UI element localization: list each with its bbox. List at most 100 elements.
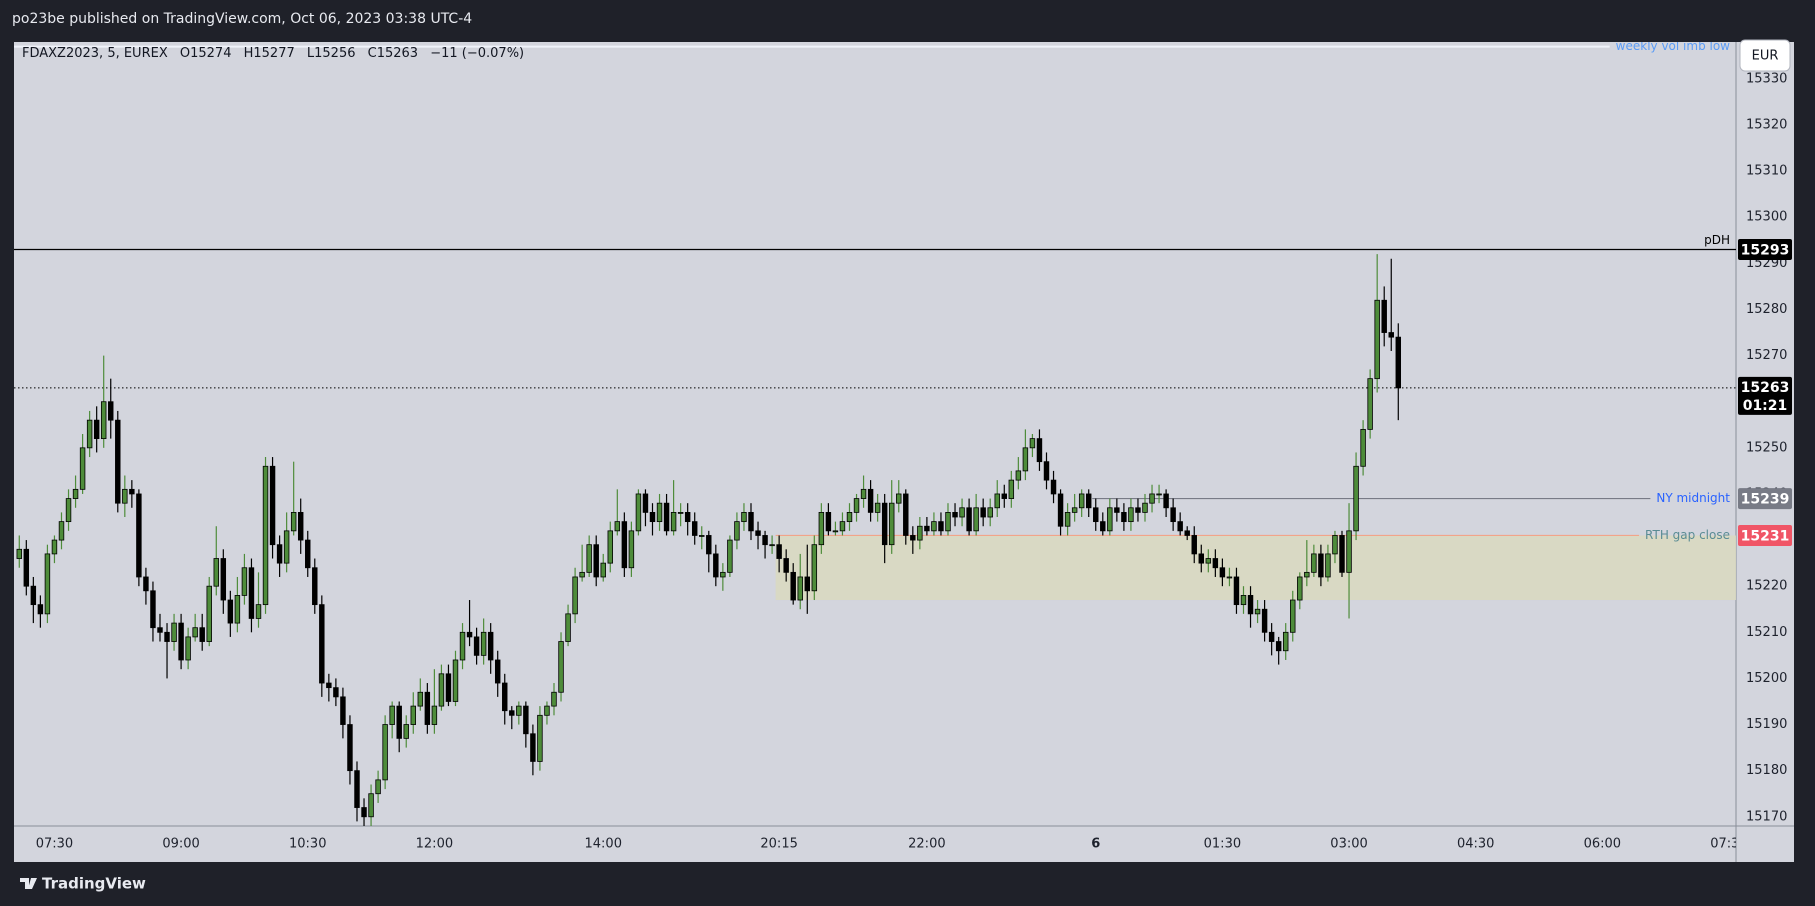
y-tick-label: 15270 xyxy=(1746,348,1787,363)
candle-body xyxy=(1057,493,1064,527)
candle-body xyxy=(389,705,395,725)
candle-body xyxy=(628,530,635,569)
candle-body xyxy=(340,696,346,725)
candle-body xyxy=(143,576,149,592)
candle-body xyxy=(1156,493,1162,496)
candle-body xyxy=(122,488,128,504)
y-tick-label: 15190 xyxy=(1746,717,1787,732)
logo-icon xyxy=(20,878,37,889)
candle-body xyxy=(417,691,424,707)
candle-body xyxy=(44,553,51,615)
y-tick-label: 15320 xyxy=(1746,118,1787,133)
candle-body xyxy=(375,779,381,795)
level-price-box xyxy=(1738,524,1792,546)
candle-body xyxy=(790,571,796,601)
candle-body xyxy=(727,539,733,573)
candle-body xyxy=(100,401,107,440)
candle-body xyxy=(530,733,536,762)
candle-body xyxy=(614,521,621,532)
candle-body xyxy=(720,571,726,578)
candle-body xyxy=(1275,641,1282,652)
candle-body xyxy=(1022,447,1029,472)
candle-body xyxy=(1318,553,1324,578)
candle-body xyxy=(994,493,1000,509)
legend-high: H15277 xyxy=(244,46,295,61)
brand: TradingView xyxy=(42,875,146,893)
candle-body xyxy=(1247,595,1254,615)
candle-body xyxy=(1282,631,1289,652)
candle-body xyxy=(966,507,972,532)
candle-body xyxy=(783,558,789,573)
candle-body xyxy=(1071,507,1078,513)
currency-button[interactable] xyxy=(1739,39,1791,72)
candle-body xyxy=(896,493,902,504)
legend-close: C15263 xyxy=(368,46,418,61)
candle-body xyxy=(129,488,135,495)
candle-body xyxy=(480,631,487,656)
last-price-countdown: 01:21 xyxy=(1743,398,1788,414)
candle-body xyxy=(1142,502,1148,513)
candle-body xyxy=(445,673,452,702)
candle-body xyxy=(108,401,114,421)
candle-body xyxy=(797,576,803,601)
candle-body xyxy=(1029,438,1036,449)
candle-body xyxy=(924,525,930,532)
candle-body xyxy=(72,488,79,499)
candle-body xyxy=(699,535,705,537)
candle-body xyxy=(361,807,367,818)
candle-body xyxy=(1184,530,1190,536)
candle-body xyxy=(1381,299,1387,333)
candle-body xyxy=(1114,507,1120,513)
candle-body xyxy=(255,604,262,619)
candle-body xyxy=(86,419,93,449)
candle-body xyxy=(262,465,269,606)
candle-body xyxy=(65,498,72,523)
candle-body xyxy=(23,548,30,587)
x-tick-label: 01:30 xyxy=(1204,837,1241,852)
candle-body xyxy=(586,544,592,573)
candle-body xyxy=(713,553,719,578)
level-price-value: 15231 xyxy=(1741,528,1790,544)
candle-body xyxy=(1261,608,1268,633)
x-tick-label: 09:00 xyxy=(162,837,199,852)
candle-body xyxy=(1064,512,1071,527)
candle-body xyxy=(382,724,388,781)
candle-body xyxy=(487,631,494,661)
candle-body xyxy=(16,548,22,559)
candle-body xyxy=(502,682,508,712)
y-tick-label: 15210 xyxy=(1746,625,1787,640)
candle-body xyxy=(283,530,290,564)
currency-label: EUR xyxy=(1752,49,1779,64)
candle-body xyxy=(544,705,550,716)
candle-body xyxy=(30,585,37,606)
y-tick-label: 15330 xyxy=(1746,71,1787,86)
candle-body xyxy=(959,507,965,518)
x-tick-label: 12:00 xyxy=(416,837,453,852)
candle-body xyxy=(37,604,44,615)
candle-body xyxy=(1191,535,1197,555)
candle-body xyxy=(1036,438,1043,463)
candle-body xyxy=(185,636,191,661)
candle-body xyxy=(79,447,86,490)
candle-body xyxy=(1360,428,1366,467)
candle-body xyxy=(1107,507,1113,532)
candle-body xyxy=(1170,507,1176,523)
candle-body xyxy=(1043,461,1050,481)
level-label: pDH xyxy=(1704,233,1730,247)
candle-body xyxy=(917,525,923,541)
candle-body xyxy=(804,576,811,592)
candle-body xyxy=(839,521,846,532)
candle-body xyxy=(565,613,571,642)
level-price-box xyxy=(1738,239,1792,261)
candle-body xyxy=(663,502,670,532)
candle-body xyxy=(649,512,656,523)
candle-body xyxy=(1367,378,1373,430)
candle-body xyxy=(832,530,839,533)
candle-body xyxy=(220,558,227,601)
candle-body xyxy=(1078,493,1085,509)
y-tick-label: 15310 xyxy=(1746,164,1787,179)
level-price-value: 15293 xyxy=(1741,243,1790,259)
candle-body xyxy=(874,502,881,513)
candle-body xyxy=(1008,479,1015,499)
